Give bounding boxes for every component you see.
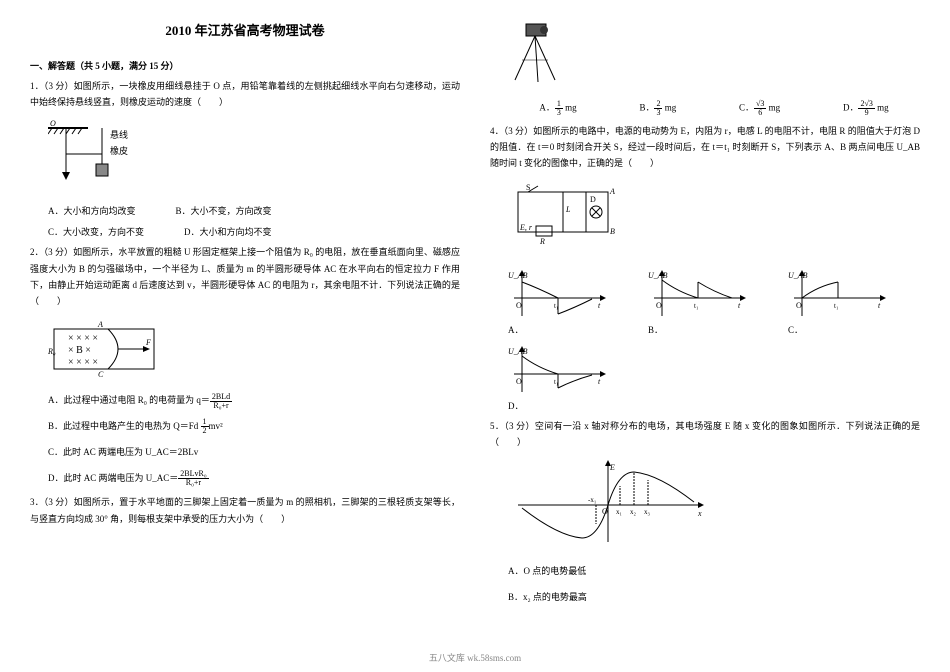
q2-stem: 2．（3 分）如图所示，水平放置的粗糙 U 形固定框架上接一个阻值为 R₀ 的电…	[30, 244, 460, 309]
exam-title: 2010 年江苏省高考物理试卷	[30, 20, 460, 39]
svg-text:t: t	[598, 377, 601, 386]
q2-option-b: B．此过程中电路产生的电热为 Q＝Fd 12mv²	[30, 417, 460, 437]
svg-text:t₁: t₁	[554, 302, 558, 310]
q1-figure: O 悬线 橡皮	[48, 120, 460, 192]
q4-stem: 4．（3 分）如图所示的电路中，电源的电动势为 E，内阻为 r，电感 L 的电阻…	[490, 123, 920, 172]
q1-option-a: A．大小和方向均改变	[48, 204, 136, 217]
q2-option-c: C．此时 AC 两端电压为 U_AC＝2BLv	[30, 443, 460, 463]
q1-fig-label1: 悬线	[110, 129, 128, 140]
svg-text:x₂: x₂	[630, 508, 637, 516]
q5-figure: E x x₁ x₂ x₃ -x₁ O	[508, 460, 920, 552]
svg-text:U_AB: U_AB	[508, 347, 528, 356]
svg-text:U_AB: U_AB	[648, 271, 668, 280]
q1-stem: 1．（3 分）如图所示，一块橡皮用细线悬挂于 O 点，用铅笔靠着线的左侧挑起细线…	[30, 78, 460, 110]
svg-text:D: D	[590, 195, 596, 204]
svg-text:F: F	[145, 338, 151, 347]
svg-text:t: t	[598, 301, 601, 310]
svg-text:t₁: t₁	[834, 302, 838, 310]
q1-option-b: B．大小不变，方向改变	[176, 204, 272, 217]
svg-text:O: O	[602, 507, 608, 516]
q5-option-b: B．x₂ 点的电势最高	[490, 588, 920, 608]
svg-text:B: B	[610, 227, 615, 236]
svg-text:× × × ×: × × × ×	[68, 357, 98, 368]
svg-text:U_AB: U_AB	[508, 271, 528, 280]
q4-options: U_AB t t₁ O A． U_AB t	[490, 268, 920, 412]
q5-stem: 5．（3 分）空间有一沿 x 轴对称分布的电场，其电场强度 E 随 x 变化的图…	[490, 418, 920, 450]
svg-text:O: O	[796, 301, 802, 310]
page-footer: 五八文库 wk.58sms.com	[0, 651, 950, 664]
q1-fig-label2: 橡皮	[110, 145, 128, 156]
svg-text:A: A	[97, 320, 103, 329]
q1-option-d: D．大小和方向均不变	[184, 225, 272, 238]
q5-option-a: A．O 点的电势最低	[490, 562, 920, 582]
svg-text:O: O	[50, 120, 56, 128]
svg-text:t₁: t₁	[554, 378, 558, 386]
svg-text:L: L	[565, 205, 571, 214]
svg-text:x: x	[697, 509, 702, 518]
q3-stem: 3．（3 分）如图所示，置于水平地面的三脚架上固定着一质量为 m 的照相机，三脚…	[30, 494, 460, 526]
svg-text:A: A	[609, 187, 615, 196]
svg-text:O: O	[516, 301, 522, 310]
svg-text:t₁: t₁	[694, 302, 698, 310]
svg-text:R₀: R₀	[48, 347, 56, 356]
svg-text:× B ×: × B ×	[68, 345, 91, 356]
svg-text:-x₁: -x₁	[588, 496, 596, 504]
q3-figure	[500, 20, 920, 92]
section-heading: 一、解答题（共 5 小题，满分 15 分）	[30, 59, 460, 72]
q2-option-a: A．此过程中通过电阻 R₀ 的电荷量为 q＝2BLdR₀+r	[30, 391, 460, 411]
svg-text:x₁: x₁	[616, 508, 622, 516]
q1-option-c: C．大小改变，方向不变	[48, 225, 144, 238]
svg-text:t: t	[738, 301, 741, 310]
svg-text:E, r: E, r	[519, 223, 533, 232]
svg-text:x₃: x₃	[644, 508, 651, 516]
svg-text:R: R	[539, 237, 545, 246]
q2-option-d: D．此时 AC 两端电压为 U_AC＝2BLvR₀R₀+r	[30, 469, 460, 489]
svg-text:C: C	[98, 370, 104, 379]
svg-text:U_AB: U_AB	[788, 271, 808, 280]
q4-circuit-figure: S L D R E, r A B	[508, 182, 920, 254]
svg-text:t: t	[878, 301, 881, 310]
svg-text:O: O	[656, 301, 662, 310]
q2-figure: × × × × × B × × × × × R₀ A C F	[48, 319, 460, 381]
svg-text:E: E	[609, 463, 615, 472]
q3-options: A．13 mg B．23 mg C．√36 mg D．2√39 mg	[490, 100, 920, 117]
svg-text:O: O	[516, 377, 522, 386]
svg-text:× × × ×: × × × ×	[68, 333, 98, 344]
